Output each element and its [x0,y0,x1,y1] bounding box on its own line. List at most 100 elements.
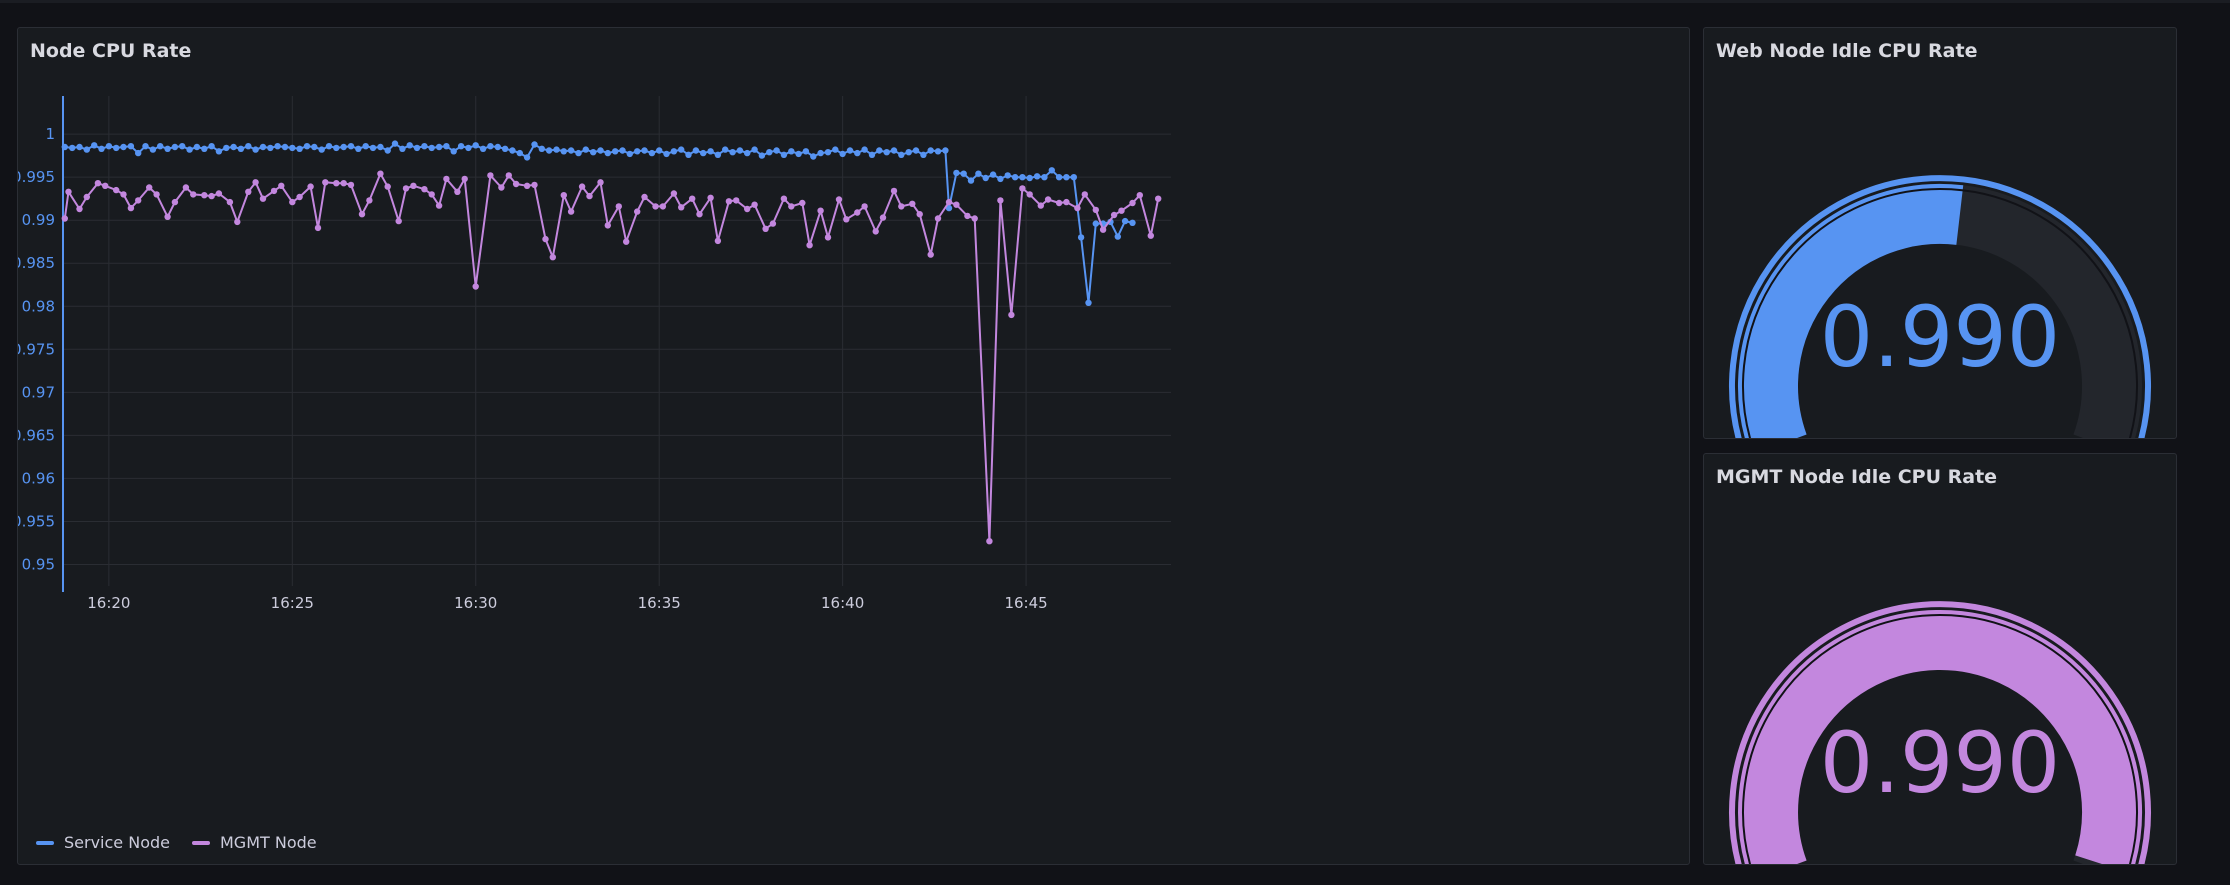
data-point [733,197,740,204]
data-point [340,143,347,151]
data-point [395,217,402,225]
data-point [729,149,736,156]
data-point [303,143,311,150]
data-point [582,146,589,153]
data-point [69,144,76,152]
data-point [164,145,171,152]
data-point [890,187,898,195]
data-point [1041,174,1048,181]
data-point [193,143,201,151]
series-mgmt-node[interactable] [61,170,1162,545]
data-point [722,146,729,153]
top-border [0,0,2230,3]
data-point [146,184,153,191]
data-point [1026,174,1033,182]
data-point [1085,299,1092,306]
data-point [634,148,641,155]
data-point [597,147,604,154]
data-point [120,143,127,151]
data-point [1129,199,1136,207]
data-point [333,144,340,152]
data-point [61,143,68,151]
data-point [685,151,692,158]
data-point [296,193,303,201]
data-point [289,198,296,206]
data-point [509,147,516,154]
data-point [934,215,942,222]
data-point [505,172,512,179]
data-point [1118,207,1125,214]
data-point [560,192,567,199]
data-point [806,242,813,249]
data-point [769,220,777,227]
gauge-threshold-ring [1729,175,2151,438]
legend-item-service-node[interactable]: Service Node [36,833,170,852]
data-point [1074,204,1081,212]
data-point [964,212,971,220]
data-point [498,184,505,191]
web-node-idle-cpu-panel[interactable]: Web Node Idle CPU Rate 0.990 [1703,27,2177,439]
data-point [421,186,428,193]
data-point [153,191,160,198]
data-point [171,143,179,151]
web-node-gauge: 0.990 [1729,175,2151,438]
data-point [83,193,91,201]
data-point [788,203,795,210]
data-point [384,147,391,154]
legend-item-mgmt-node[interactable]: MGMT Node [191,833,317,852]
data-point [692,147,700,154]
data-point [76,143,83,151]
data-point [707,194,714,201]
data-point [501,145,509,152]
data-point [311,143,318,151]
gauge-divider [1742,188,2138,438]
data-point [549,254,556,261]
data-point [942,147,949,154]
data-point [799,199,806,207]
x-tick-label: 16:25 [271,594,314,612]
data-point [435,143,443,151]
y-tick-label: 1 [45,125,55,143]
data-point [861,203,868,210]
data-point [274,143,281,150]
data-point [824,234,832,241]
panel-title: Node CPU Rate [30,40,192,62]
data-point [252,179,259,186]
data-point [1129,219,1136,226]
series-service-node[interactable] [61,140,1136,306]
data-point [135,197,142,204]
data-point [953,169,960,177]
data-point [135,149,142,157]
data-point [967,177,975,184]
data-point [333,180,340,187]
node-cpu-rate-panel[interactable]: Node CPU Rate 1 0.995 0.99 0.985 0.98 0.975 0.… [17,27,1690,865]
data-point [898,151,905,158]
node-cpu-rate-chart[interactable]: 1 0.995 0.99 0.985 0.98 0.975 0.97 0.965 0.96 0.9… [18,64,1689,864]
data-point [443,175,450,183]
data-point [215,148,223,155]
data-point [366,197,373,204]
grid [63,96,1171,586]
mgmt-node-idle-cpu-panel[interactable]: MGMT Node Idle CPU Rate 0.990 [1703,453,2177,865]
data-point [377,143,384,151]
data-point [83,146,91,153]
data-point [641,147,648,154]
data-point [927,147,934,154]
data-point [402,185,410,192]
data-point [971,215,978,222]
x-tick-label: 16:45 [1004,594,1047,612]
data-point [340,180,347,187]
data-point [619,147,626,154]
data-point [766,149,773,156]
data-point [1019,185,1026,192]
data-point [648,149,656,157]
data-point [322,179,329,186]
data-point [736,147,744,154]
data-point [960,170,967,177]
data-point [659,203,667,210]
data-point [127,204,135,212]
gauge-value-arc [1738,183,1964,438]
data-point [883,149,890,156]
data-point [615,203,622,210]
data-point [835,196,843,203]
